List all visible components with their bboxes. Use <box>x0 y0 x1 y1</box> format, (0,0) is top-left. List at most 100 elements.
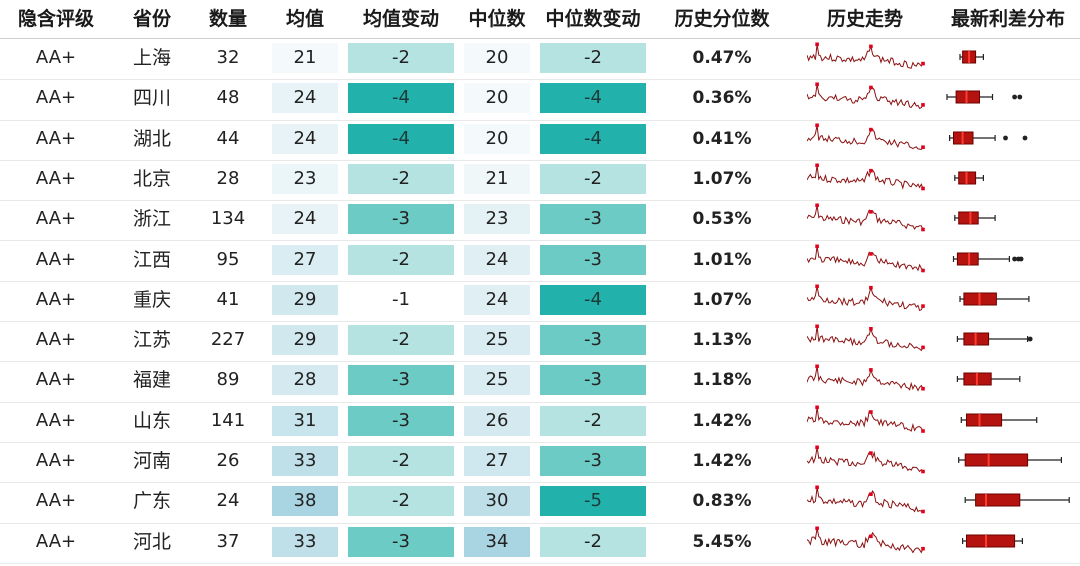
cell-count: 141 <box>210 409 246 431</box>
sparkline-marker <box>921 428 925 433</box>
cell-median: 23 <box>464 204 530 235</box>
sparkline-marker <box>869 327 873 331</box>
cell-count: 44 <box>216 127 240 149</box>
cell-province: 湖北 <box>132 127 171 150</box>
sparkline-marker <box>869 210 873 214</box>
sparkline-path <box>807 44 924 69</box>
cell-province: 河北 <box>132 530 171 553</box>
cell-percentile: 0.47% <box>692 48 752 68</box>
table-row: AA+ 河北 37 33 -3 34 -2 5.45% <box>0 523 1080 564</box>
sparkline-path <box>807 487 924 513</box>
cell-province: 北京 <box>132 167 171 190</box>
cell-province: 江西 <box>132 248 171 271</box>
sparkline-marker <box>815 324 819 329</box>
cell-median: 34 <box>464 526 530 557</box>
history-sparkline <box>807 485 925 514</box>
history-sparkline <box>807 42 925 69</box>
sparkline-path <box>807 406 924 432</box>
sparkline-marker <box>869 285 873 290</box>
cell-median-change: -4 <box>540 83 646 114</box>
cell-median: 24 <box>464 284 530 315</box>
boxplot-box <box>975 493 1021 507</box>
sparkline-path <box>807 326 924 352</box>
cell-mean: 29 <box>272 284 338 315</box>
header-mean-change: 均值变动 <box>362 8 439 30</box>
sparkline-marker <box>869 492 873 497</box>
sparkline-path <box>807 205 924 231</box>
cell-median-change: -3 <box>540 244 646 275</box>
cell-median-change: -4 <box>540 284 646 315</box>
history-sparkline <box>807 445 925 474</box>
sparkline-marker <box>815 405 819 409</box>
cell-mean-change: -3 <box>348 405 454 436</box>
cell-percentile: 1.07% <box>692 289 752 310</box>
history-sparkline <box>807 123 925 150</box>
cell-rating: AA+ <box>35 490 77 512</box>
sparkline-marker <box>869 85 873 90</box>
sparkline-marker <box>921 387 925 391</box>
cell-mean-change: -2 <box>348 446 454 476</box>
cell-count: 134 <box>210 208 246 230</box>
spread-boxplot <box>948 131 1028 145</box>
cell-mean: 23 <box>272 163 338 194</box>
sparkline-path <box>807 527 924 554</box>
sparkline-marker <box>869 451 873 455</box>
boxplot-box <box>966 534 1016 548</box>
table-row: AA+ 山东 141 31 -3 26 -2 1.42% <box>0 402 1080 443</box>
cell-median: 25 <box>464 325 530 356</box>
cell-percentile: 0.36% <box>692 88 752 109</box>
history-sparkline <box>807 364 925 393</box>
cell-mean: 33 <box>272 526 338 557</box>
sparkline-marker <box>815 485 819 490</box>
cell-mean: 29 <box>272 325 338 356</box>
table-row: AA+ 河南 26 33 -2 27 -3 1.42% <box>0 442 1080 484</box>
cell-mean-change: -4 <box>348 123 454 154</box>
boxplot-outlier <box>1017 94 1023 100</box>
cell-percentile: 0.53% <box>692 209 752 230</box>
sparkline-marker <box>921 227 925 232</box>
history-sparkline <box>807 244 925 272</box>
table-row: AA+ 重庆 41 29 -1 24 -4 1.07% <box>0 281 1080 323</box>
sparkline-marker <box>921 268 925 272</box>
sparkline-marker <box>815 123 819 127</box>
cell-median: 30 <box>464 486 530 517</box>
table-row: AA+ 上海 32 21 -2 20 -2 0.47% <box>0 39 1080 81</box>
sparkline-marker <box>921 345 925 350</box>
history-sparkline <box>807 284 925 311</box>
cell-province: 四川 <box>132 87 171 110</box>
cell-rating: AA+ <box>35 530 77 552</box>
spread-boxplot <box>959 292 1030 306</box>
sparkline-marker <box>921 186 925 191</box>
cell-mean: 24 <box>272 123 338 154</box>
header-median-change: 中位数变动 <box>545 8 641 30</box>
cell-mean: 33 <box>272 446 338 476</box>
boxplot-box <box>964 453 1029 467</box>
cell-mean: 24 <box>272 83 338 114</box>
cell-median: 20 <box>464 123 530 154</box>
table-row: AA+ 福建 89 28 -3 25 -3 1.18% <box>0 361 1080 403</box>
cell-province: 浙江 <box>132 208 171 231</box>
cell-median: 27 <box>464 446 530 476</box>
header-spread-dist: 最新利差分布 <box>950 8 1065 30</box>
cell-mean-change: -3 <box>348 204 454 235</box>
cell-median-change: -2 <box>540 163 646 194</box>
cell-province: 江苏 <box>132 329 171 352</box>
cell-mean-change: -3 <box>348 365 454 396</box>
spread-boxplot <box>954 171 985 185</box>
cell-province: 重庆 <box>132 288 171 311</box>
cell-count: 37 <box>216 530 240 552</box>
history-sparkline <box>807 324 925 352</box>
header-rating: 隐含评级 <box>17 8 94 30</box>
sparkline-marker <box>921 61 925 66</box>
cell-count: 28 <box>216 167 240 189</box>
cell-median-change: -4 <box>540 123 646 154</box>
sparkline-marker <box>921 304 925 308</box>
table-header: 隐含评级 省份 数量 均值 均值变动 中位数 中位数变动 历史分位数 历史走势 最新利差分布 <box>0 0 1080 39</box>
sparkline-marker <box>921 546 925 551</box>
boxplot-outlier <box>1012 94 1017 100</box>
sparkline-path <box>807 285 924 311</box>
cell-mean: 31 <box>272 405 338 436</box>
sparkline-path <box>807 447 924 473</box>
header-percentile: 历史分位数 <box>674 8 770 30</box>
sparkline-path <box>807 84 924 110</box>
